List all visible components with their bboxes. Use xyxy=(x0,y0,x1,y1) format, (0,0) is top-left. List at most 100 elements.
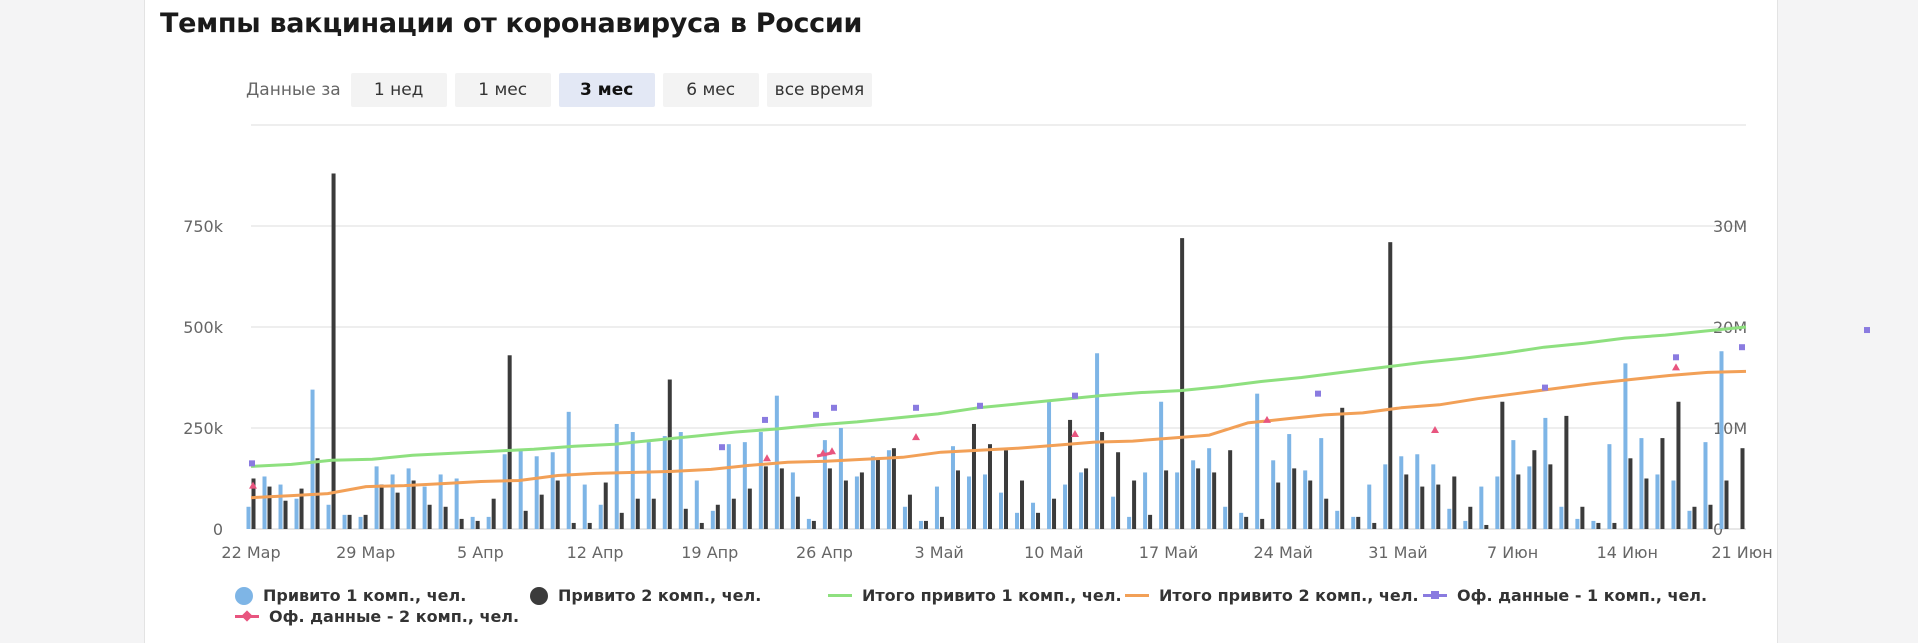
range-all-time-button[interactable]: все время xyxy=(766,73,873,107)
bar-dose2 xyxy=(907,494,912,529)
bar-dose1 xyxy=(1351,516,1356,529)
bar-dose2 xyxy=(411,480,416,529)
bar-dose2 xyxy=(971,423,976,529)
bar-dose1 xyxy=(438,474,443,529)
bar-dose1 xyxy=(902,506,907,529)
bar-dose1 xyxy=(1223,506,1228,529)
bar-dose2 xyxy=(491,498,496,529)
bar-dose1 xyxy=(646,442,651,529)
bar-dose1 xyxy=(758,432,763,529)
bar-dose2 xyxy=(1468,506,1473,529)
legend-item-dose2-total[interactable]: Итого привито 2 комп., чел. xyxy=(1125,586,1419,605)
bar-dose1 xyxy=(1367,484,1372,529)
bar-dose1 xyxy=(502,454,507,529)
range-3-months-button[interactable]: 3 мес xyxy=(558,73,655,107)
legend-swatch-off1 xyxy=(1423,591,1447,599)
bar-dose2 xyxy=(1676,401,1681,529)
legend-item-dose1-total[interactable]: Итого привито 1 комп., чел. xyxy=(828,586,1122,605)
bar-dose2 xyxy=(1164,470,1169,529)
official-dose2-marker xyxy=(1672,363,1680,371)
bar-dose2 xyxy=(843,480,848,529)
bar-dose2 xyxy=(523,510,528,529)
official-dose1-marker xyxy=(1542,384,1548,391)
bar-dose2 xyxy=(603,482,608,529)
official-dose1-marker xyxy=(762,416,768,423)
y-right-tick-label: 0 xyxy=(1713,520,1723,539)
bar-dose2 xyxy=(475,520,480,529)
bar-dose2 xyxy=(1452,476,1457,529)
bar-dose2 xyxy=(1196,468,1201,529)
bar-dose2 xyxy=(731,498,736,529)
legend-item-official-dose1[interactable]: Оф. данные - 1 комп., чел. xyxy=(1423,586,1707,605)
bar-dose2 xyxy=(859,472,864,529)
x-tick-label: 10 Май xyxy=(1024,543,1083,562)
bar-dose2 xyxy=(1596,522,1601,529)
bar-dose1 xyxy=(358,516,363,529)
bar-dose1 xyxy=(1559,506,1564,529)
bar-dose1 xyxy=(1655,474,1660,529)
bar-dose1 xyxy=(999,492,1004,529)
bar-dose1 xyxy=(806,518,811,529)
range-6-months-button[interactable]: 6 мес xyxy=(662,73,759,107)
official-dose1-marker xyxy=(1072,392,1078,399)
bar-dose2 xyxy=(1004,450,1009,529)
bar-dose2 xyxy=(1420,486,1425,529)
range-1-week-button[interactable]: 1 нед xyxy=(350,73,447,107)
bar-dose1 xyxy=(470,516,475,529)
official-dose1-marker xyxy=(1315,390,1321,397)
official-dose2-marker xyxy=(1263,415,1271,423)
chart-card: Темпы вакцинации от коронавируса в Росси… xyxy=(144,0,1778,643)
bar-dose1 xyxy=(262,476,267,529)
bar-dose2 xyxy=(1324,498,1329,529)
bar-dose1 xyxy=(1591,520,1596,529)
bar-dose2 xyxy=(1212,472,1217,529)
bar-dose2 xyxy=(683,508,688,529)
official-dose2-marker xyxy=(763,454,771,462)
legend-label: Оф. данные - 2 комп., чел. xyxy=(269,607,520,626)
bar-dose1 xyxy=(566,411,571,529)
bar-dose1 xyxy=(1607,444,1612,529)
bar-dose1 xyxy=(1527,466,1532,529)
bar-dose1 xyxy=(326,504,331,529)
bar-dose2 xyxy=(443,506,448,529)
bar-dose2 xyxy=(1708,504,1713,529)
bar-dose1 xyxy=(422,486,427,529)
bar-dose1 xyxy=(710,510,715,529)
bar-dose1 xyxy=(454,478,459,529)
bar-dose2 xyxy=(1340,407,1345,529)
x-tick-label: 14 Июн xyxy=(1597,543,1658,562)
bar-dose2 xyxy=(1276,482,1281,529)
bar-dose1 xyxy=(1383,464,1388,529)
bar-dose1 xyxy=(1703,442,1708,529)
bar-dose1 xyxy=(390,474,395,529)
bar-dose2 xyxy=(587,522,592,529)
bar-dose2 xyxy=(1436,484,1441,529)
x-tick-label: 17 Май xyxy=(1139,543,1198,562)
bar-dose1 xyxy=(1303,470,1308,529)
bar-dose1 xyxy=(1479,486,1484,529)
bar-dose2 xyxy=(555,480,560,529)
legend-item-official-dose2[interactable]: Оф. данные - 2 комп., чел. xyxy=(235,607,519,626)
bar-dose2 xyxy=(923,520,928,529)
bar-dose2 xyxy=(1148,514,1153,529)
legend-item-dose1-daily[interactable]: Привито 1 комп., чел. xyxy=(235,586,466,605)
bar-dose2 xyxy=(1548,464,1553,529)
y-right-tick-label: 10M xyxy=(1713,419,1747,438)
official-dose1-marker xyxy=(249,460,255,467)
bar-dose1 xyxy=(1111,496,1116,529)
bar-dose2 xyxy=(571,522,576,529)
bar-dose2 xyxy=(507,355,512,529)
bar-dose2 xyxy=(667,379,672,529)
bar-dose2 xyxy=(1356,516,1361,529)
bar-dose1 xyxy=(1079,472,1084,529)
bar-dose2 xyxy=(747,488,752,529)
bar-dose2 xyxy=(1292,468,1297,529)
bar-dose2 xyxy=(1740,448,1745,529)
bar-dose2 xyxy=(1132,480,1137,529)
bar-dose1 xyxy=(1543,417,1548,529)
range-1-month-button[interactable]: 1 мес xyxy=(454,73,551,107)
legend-item-dose2-daily[interactable]: Привито 2 комп., чел. xyxy=(530,586,761,605)
legend-label: Итого привито 1 комп., чел. xyxy=(862,586,1122,605)
bar-dose2 xyxy=(1404,474,1409,529)
